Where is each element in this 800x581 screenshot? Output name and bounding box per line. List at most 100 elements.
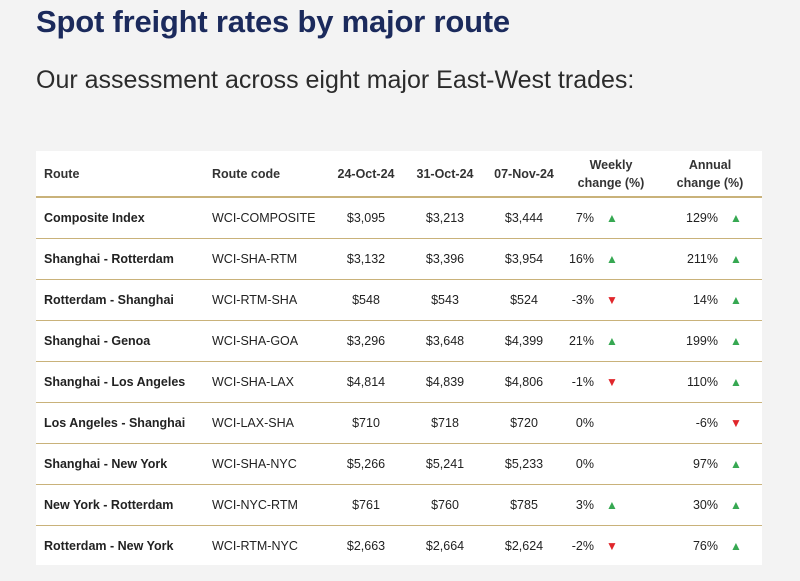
- up-triangle-icon: ▲: [606, 498, 618, 512]
- up-triangle-icon: ▲: [730, 293, 742, 307]
- rate-date-3-cell: $5,233: [484, 443, 564, 485]
- route-cell: Shanghai - Genoa: [36, 320, 208, 362]
- annual-change-cell-content: 97% ▲: [693, 457, 744, 471]
- rate-date-2-cell: $3,648: [406, 320, 484, 362]
- table-row: Rotterdam - New York WCI-RTM-NYC $2,663 $2,…: [36, 526, 762, 567]
- weekly-change-cell-content: -1% ▼: [572, 375, 620, 389]
- annual-change-cell-content: 199% ▲: [686, 334, 744, 348]
- weekly-change-cell-content: 7% ▲: [576, 211, 620, 225]
- route-code-cell: WCI-SHA-GOA: [208, 320, 326, 362]
- route-code-cell: WCI-COMPOSITE: [208, 197, 326, 239]
- weekly-change-cell: 0%: [564, 402, 658, 444]
- up-triangle-icon: ▲: [730, 375, 742, 389]
- table-row: Rotterdam - Shanghai WCI-RTM-SHA $548 $543 $…: [36, 279, 762, 321]
- rate-date-1-cell: $761: [326, 484, 406, 526]
- rate-date-1-cell: $3,132: [326, 238, 406, 280]
- annual-change-cell: 211% ▲: [658, 238, 762, 280]
- weekly-change-value: -2%: [571, 539, 594, 553]
- rates-table: Route Route code 24-Oct-24 31-Oct-24 07-…: [36, 151, 762, 566]
- weekly-change-value: -1%: [571, 375, 594, 389]
- header-date-2: 31-Oct-24: [406, 151, 484, 198]
- rate-date-3-cell: $4,399: [484, 320, 564, 362]
- header-weekly-change: Weekly change (%): [564, 151, 658, 198]
- rate-date-1-cell: $5,266: [326, 443, 406, 485]
- up-triangle-icon: ▲: [730, 539, 742, 553]
- weekly-change-value: 0%: [575, 416, 594, 430]
- table-row: New York - Rotterdam WCI-NYC-RTM $761 $760 $…: [36, 484, 762, 526]
- header-date-3: 07-Nov-24: [484, 151, 564, 198]
- up-triangle-icon: ▲: [730, 211, 742, 225]
- down-triangle-icon: ▼: [606, 375, 618, 389]
- annual-change-cell: 76% ▲: [658, 526, 762, 567]
- up-triangle-icon: ▲: [730, 252, 742, 266]
- rate-date-3-cell: $785: [484, 484, 564, 526]
- route-code-cell: WCI-NYC-RTM: [208, 484, 326, 526]
- rate-date-1-cell: $4,814: [326, 361, 406, 403]
- up-triangle-icon: ▲: [730, 498, 742, 512]
- up-triangle-icon: ▲: [730, 457, 742, 471]
- annual-change-value: -6%: [695, 416, 718, 430]
- weekly-change-cell-content: -3% ▼: [572, 293, 620, 307]
- annual-change-value: 30%: [692, 498, 718, 512]
- annual-change-value: 14%: [692, 293, 718, 307]
- annual-change-value: 199%: [686, 334, 718, 348]
- route-cell: Shanghai - New York: [36, 443, 208, 485]
- annual-change-cell: 30% ▲: [658, 484, 762, 526]
- header-route: Route: [36, 151, 208, 198]
- annual-change-value: 129%: [686, 211, 718, 225]
- table-row: Los Angeles - Shanghai WCI-LAX-SHA $710 $71…: [36, 402, 762, 444]
- annual-change-value: 110%: [686, 375, 718, 389]
- weekly-change-cell: 0%: [564, 443, 658, 485]
- rate-date-2-cell: $760: [406, 484, 484, 526]
- rate-date-2-cell: $3,396: [406, 238, 484, 280]
- weekly-change-cell: -3% ▼: [564, 279, 658, 321]
- weekly-change-value: -3%: [571, 293, 594, 307]
- route-cell: Shanghai - Rotterdam: [36, 238, 208, 280]
- header-annual-line1: Annual: [688, 157, 732, 172]
- annual-change-cell-content: 110% ▲: [687, 375, 744, 389]
- table-header-row: Route Route code 24-Oct-24 31-Oct-24 07-…: [36, 151, 762, 198]
- weekly-change-value: 21%: [568, 334, 594, 348]
- weekly-change-value: 3%: [575, 498, 594, 512]
- down-triangle-icon: ▼: [606, 539, 618, 553]
- route-cell: Rotterdam - Shanghai: [36, 279, 208, 321]
- table-row: Shanghai - New York WCI-SHA-NYC $5,266 $5,2…: [36, 443, 762, 485]
- weekly-change-value: 16%: [568, 252, 594, 266]
- up-triangle-icon: ▲: [730, 334, 742, 348]
- annual-change-cell: 129% ▲: [658, 197, 762, 239]
- annual-change-cell-content: 76% ▲: [693, 539, 744, 553]
- up-triangle-icon: ▲: [606, 252, 618, 266]
- rate-date-1-cell: $3,095: [326, 197, 406, 239]
- table-row: Shanghai - Genoa WCI-SHA-GOA $3,296 $3,648 $…: [36, 320, 762, 362]
- page-title: Spot freight rates by major route: [36, 4, 510, 39]
- annual-change-cell: 14% ▲: [658, 279, 762, 321]
- rate-date-1-cell: $548: [326, 279, 406, 321]
- rate-date-2-cell: $5,241: [406, 443, 484, 485]
- up-triangle-icon: ▲: [606, 211, 618, 225]
- annual-change-cell-content: 14% ▲: [693, 293, 744, 307]
- header-annual-line2: change (%): [676, 175, 744, 190]
- route-code-cell: WCI-SHA-LAX: [208, 361, 326, 403]
- weekly-change-cell-content: 21% ▲: [569, 334, 620, 348]
- weekly-change-cell-content: -2% ▼: [572, 539, 620, 553]
- route-code-cell: WCI-SHA-NYC: [208, 443, 326, 485]
- weekly-change-cell: 16% ▲: [564, 238, 658, 280]
- rate-date-3-cell: $2,624: [504, 539, 544, 553]
- weekly-change-cell: 7% ▲: [564, 197, 658, 239]
- annual-change-cell: 199% ▲: [658, 320, 762, 362]
- rate-date-3-cell: $524: [484, 279, 564, 321]
- annual-change-cell-content: -6% ▼: [696, 416, 744, 430]
- route-cell: Los Angeles - Shanghai: [36, 402, 208, 444]
- route-code-cell: WCI-RTM-NYC: [212, 539, 298, 553]
- rate-date-3-cell: $4,806: [484, 361, 564, 403]
- table-row: Composite Index WCI-COMPOSITE $3,095 $3,213…: [36, 197, 762, 239]
- route-cell: New York - Rotterdam: [36, 484, 208, 526]
- header-weekly-line2: change (%): [577, 175, 645, 190]
- rate-date-2-cell: $3,213: [406, 197, 484, 239]
- weekly-change-cell: -1% ▼: [564, 361, 658, 403]
- route-cell: Rotterdam - New York: [44, 539, 174, 553]
- weekly-change-cell: 3% ▲: [564, 484, 658, 526]
- route-cell: Shanghai - Los Angeles: [36, 361, 208, 403]
- header-route-code: Route code: [208, 151, 326, 198]
- rate-date-1-cell: $2,663: [346, 539, 386, 553]
